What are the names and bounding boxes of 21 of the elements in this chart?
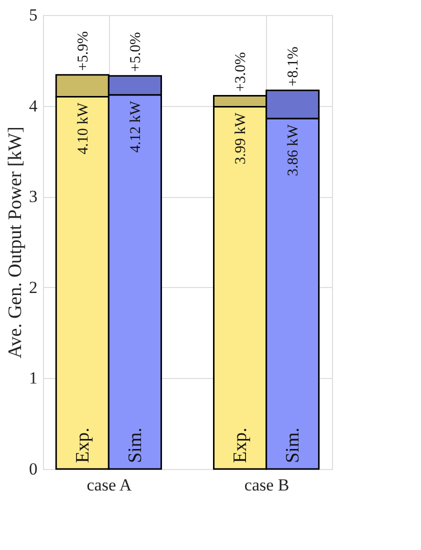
text: case A [86, 476, 132, 494]
annotation: +5.9% [75, 31, 92, 71]
data-label: 3.99 kW [233, 112, 250, 164]
annotation: +5.0% [128, 32, 144, 72]
y-axis-title: Ave. Gen. Output Power [kW] [5, 126, 26, 358]
y-tick-label: 3 [29, 187, 38, 206]
text: case B [244, 476, 290, 494]
y-tick-label: 2 [29, 278, 38, 297]
annotation: +3.0% [233, 52, 250, 92]
annotation: Sim. [124, 428, 146, 463]
annotation: +8.1% [286, 46, 302, 86]
data-label: 3.86 kW [286, 124, 302, 176]
annotation: Exp. [72, 428, 94, 463]
y-tick-label: 5 [29, 6, 38, 24]
annotation: Exp. [230, 428, 252, 463]
y-tick-label: 1 [29, 368, 38, 388]
data-label: 4.10 kW [75, 102, 92, 154]
y-tick-label: 4 [29, 96, 38, 116]
annotation: Sim. [282, 428, 304, 463]
data-label: 4.12 kW [128, 100, 144, 153]
y-tick-label: 0 [29, 460, 38, 478]
